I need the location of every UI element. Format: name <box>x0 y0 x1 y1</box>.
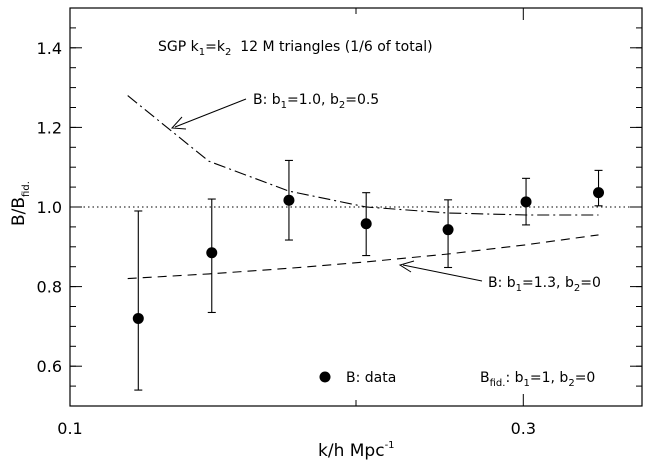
y-tick-label: 0.8 <box>37 278 62 297</box>
arrow-b1-1.0 <box>174 98 247 128</box>
arrow-b1-1.3 <box>402 264 483 282</box>
label-b1-1.3-b2-0: B: b1=1.3, b2=0 <box>488 275 601 294</box>
arrowhead-b1-1.0 <box>170 116 187 130</box>
data-point <box>360 218 372 230</box>
arrowhead-b1-1.3 <box>398 260 415 273</box>
y-tick-label: 1.2 <box>37 118 62 137</box>
curve-dashed <box>127 234 599 280</box>
y-tick-label: 1.4 <box>37 39 62 58</box>
axis-ticks: 0.6 0.8 1.0 1.2 1.4 0.1 0.3 <box>37 7 643 438</box>
chart-title: SGP k1=k2 12 M triangles (1/6 of total) <box>158 39 433 58</box>
y-tick-label: 0.6 <box>37 357 62 376</box>
legend-marker-data <box>319 371 331 383</box>
data-point <box>442 224 454 236</box>
label-b1-1.0-b2-0.5: B: b1=1.0, b2=0.5 <box>253 92 379 111</box>
y-axis-label: B/Bfid. <box>9 181 32 226</box>
data-point <box>132 312 144 324</box>
data-points <box>132 159 605 391</box>
data-point <box>206 247 218 259</box>
data-point <box>283 194 295 206</box>
fiducial-note: Bfid.: b1=1, b2=0 <box>480 370 595 389</box>
y-tick-label: 1.0 <box>37 198 62 217</box>
x-tick-label: 0.3 <box>511 419 536 438</box>
x-tick-label: 0.1 <box>57 419 82 438</box>
data-point <box>520 196 532 208</box>
data-point <box>593 187 605 199</box>
x-axis-label: k/h Mpc-1 <box>318 440 395 461</box>
model-curves <box>127 95 599 280</box>
legend-label-data: B: data <box>346 370 396 386</box>
